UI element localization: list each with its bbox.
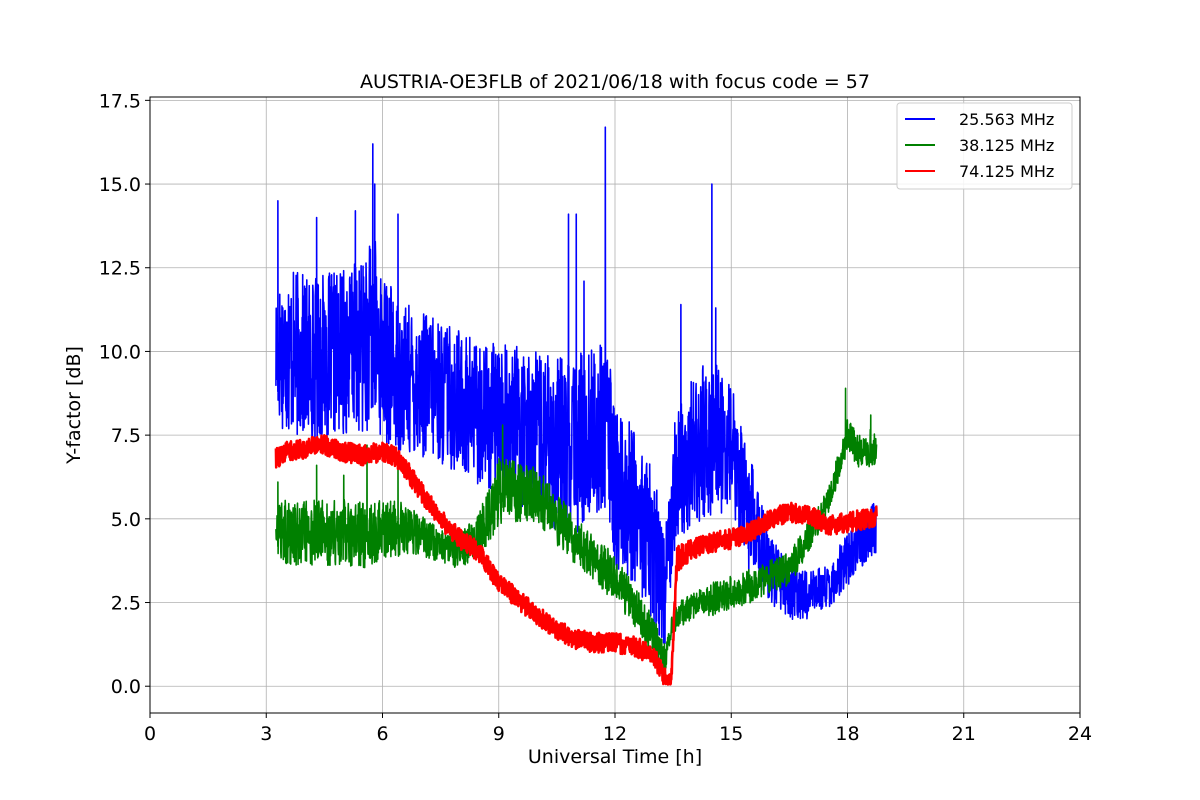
y-tick-label: 17.5 (99, 90, 141, 112)
y-axis-label: Y-factor [dB] (63, 346, 85, 465)
chart-title: AUSTRIA-OE3FLB of 2021/06/18 with focus … (360, 71, 870, 93)
x-tick-label: 6 (376, 723, 388, 745)
x-tick-label: 12 (603, 723, 627, 745)
legend: 25.563 MHz 38.125 MHz 74.125 MHz (896, 102, 1073, 190)
x-tick-label: 18 (835, 723, 859, 745)
x-tick-label: 21 (952, 723, 976, 745)
legend-box (896, 102, 1073, 190)
legend-label: 38.125 MHz (959, 136, 1054, 155)
y-tick-label: 0.0 (111, 676, 141, 698)
y-tick-label: 10.0 (99, 341, 141, 363)
series-line-2 (275, 387, 878, 672)
x-tick-label: 3 (260, 723, 272, 745)
y-tick-label: 5.0 (111, 509, 141, 531)
y-tick-label: 12.5 (99, 258, 141, 280)
x-tick-label: 9 (493, 723, 505, 745)
series-layer (274, 126, 878, 686)
legend-label: 25.563 MHz (959, 110, 1054, 129)
x-tick-label: 24 (1068, 723, 1092, 745)
series-line-3 (274, 433, 878, 686)
x-tick-label: 0 (144, 723, 156, 745)
legend-label: 74.125 MHz (959, 162, 1054, 181)
y-tick-label: 2.5 (111, 593, 141, 615)
y-tick-label: 15.0 (99, 174, 141, 196)
y-tick-label: 7.5 (111, 425, 141, 447)
x-axis-label: Universal Time [h] (528, 746, 702, 768)
axis-ticks: 0 3 6 9 12 15 18 21 24 0.0 2.5 5.0 7.5 10.0 12.5 15.0 17… (99, 90, 1092, 745)
x-tick-label: 15 (719, 723, 743, 745)
